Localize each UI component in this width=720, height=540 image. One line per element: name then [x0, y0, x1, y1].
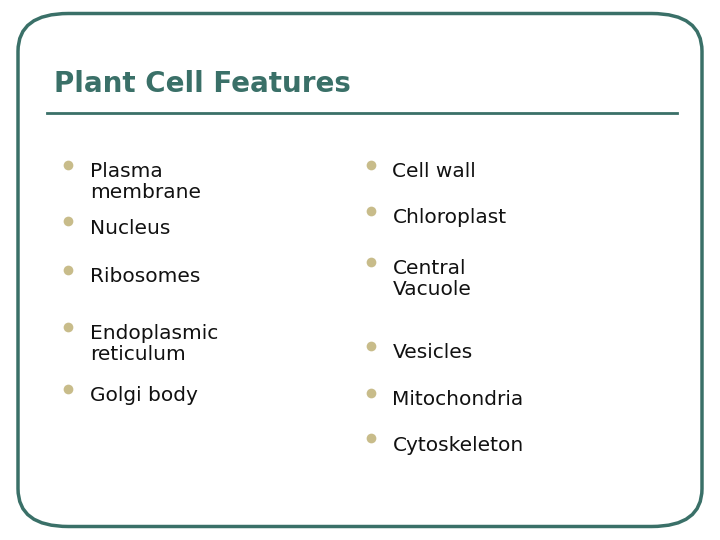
Text: Cytoskeleton: Cytoskeleton [392, 436, 523, 455]
Text: Nucleus: Nucleus [90, 219, 171, 238]
Text: Cell wall: Cell wall [392, 162, 476, 181]
Text: Mitochondria: Mitochondria [392, 390, 523, 409]
Text: Golgi body: Golgi body [90, 386, 198, 405]
Text: Endoplasmic
reticulum: Endoplasmic reticulum [90, 324, 218, 365]
FancyBboxPatch shape [18, 14, 702, 526]
Text: Ribosomes: Ribosomes [90, 267, 200, 286]
Text: Plant Cell Features: Plant Cell Features [54, 70, 351, 98]
Text: Vesicles: Vesicles [392, 343, 472, 362]
Text: Chloroplast: Chloroplast [392, 208, 507, 227]
Text: Plasma
membrane: Plasma membrane [90, 162, 201, 202]
Text: Central
Vacuole: Central Vacuole [392, 259, 472, 300]
